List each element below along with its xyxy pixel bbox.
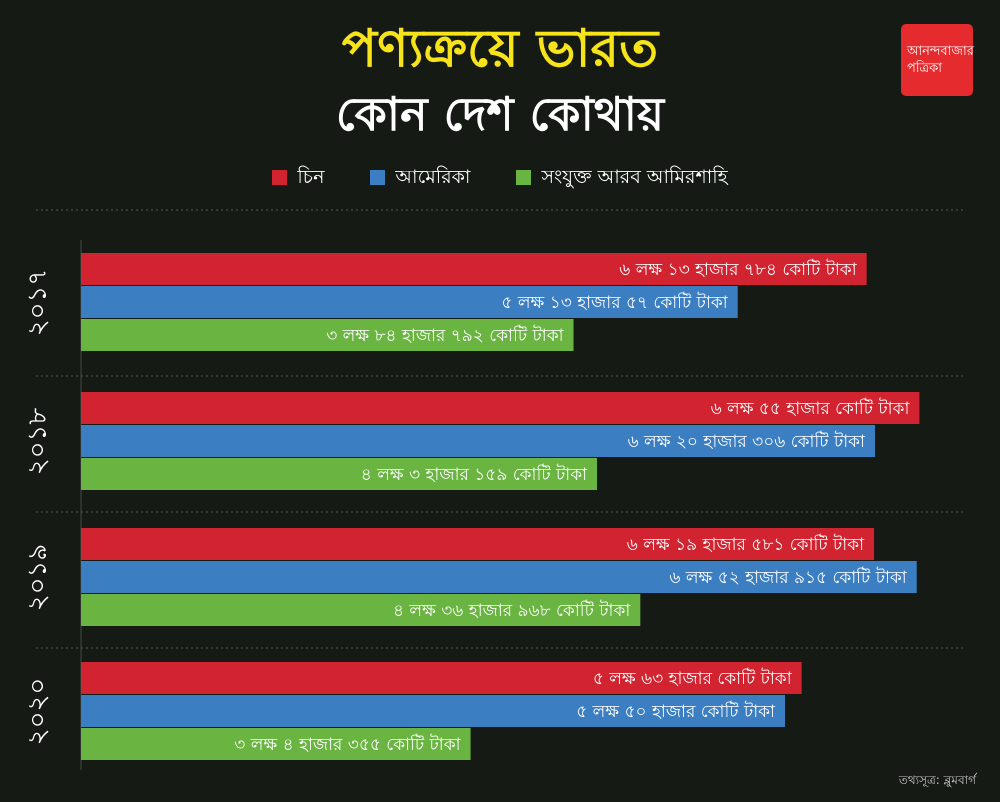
- bar-china-0: [81, 253, 867, 285]
- bar-china-2: [81, 528, 875, 560]
- legend-item-usa: আমেরিকা: [370, 164, 470, 190]
- brand-logo: আনন্দবাজার পত্রিকা: [901, 24, 974, 96]
- bar-label-usa-2: ৬ লক্ষ ৫২ হাজার ৯১৫ কোটি টাকা: [669, 567, 907, 588]
- bar-label-uae-2: ৪ লক্ষ ৩৬ হাজার ৯৬৮ কোটি টাকা: [393, 600, 631, 621]
- legend: চিন আমেরিকা সংযুক্ত আরব আমিরশাহি: [0, 164, 1000, 190]
- logo-line-2: পত্রিকা: [907, 61, 942, 76]
- legend-label-usa: আমেরিকা: [395, 166, 471, 188]
- chart-title: পণ্যক্রয়ে ভারত: [341, 19, 659, 79]
- bar-label-usa-0: ৫ লক্ষ ১৩ হাজার ৫৭ কোটি টাকা: [501, 292, 728, 313]
- bar-label-usa-3: ৫ লক্ষ ৫০ হাজার কোটি টাকা: [576, 701, 776, 722]
- bar-label-uae-0: ৩ লক্ষ ৮৪ হাজার ৭৯২ কোটি টাকা: [326, 325, 564, 346]
- bar-uae-2: [81, 594, 641, 626]
- legend-swatch-china: [272, 169, 288, 185]
- bar-uae-0: [81, 319, 574, 351]
- bar-uae-1: [81, 458, 598, 490]
- source-note: তথ্যসূত্র: ব্লুমবার্গ: [898, 773, 976, 787]
- legend-label-china: চিন: [297, 166, 325, 188]
- legend-item-china: চিন: [272, 164, 324, 190]
- bar-usa-0: [81, 286, 738, 318]
- legend-item-uae: সংযুক্ত আরব আমিরশাহি: [516, 164, 728, 190]
- bar-label-china-0: ৬ লক্ষ ১৩ হাজার ৭৮৪ কোটি টাকা: [619, 259, 857, 280]
- bar-label-uae-1: ৪ লক্ষ ৩ হাজার ১৫৯ কোটি টাকা: [361, 464, 588, 485]
- bar-label-china-1: ৬ লক্ষ ৫৫ হাজার কোটি টাকা: [711, 398, 911, 419]
- year-label-2: ২০১৯: [23, 544, 53, 612]
- bar-label-usa-1: ৬ লক্ষ ২০ হাজার ৩০৬ কোটি টাকা: [628, 431, 866, 452]
- year-label-0: ২০১৭: [23, 269, 53, 337]
- legend-swatch-usa: [370, 169, 386, 185]
- year-label-3: ২০২০: [23, 678, 53, 746]
- bar-china-3: [81, 662, 802, 694]
- bar-usa-1: [81, 425, 875, 457]
- bar-usa-3: [81, 695, 785, 727]
- logo-line-1: আনন্দবাজার: [907, 44, 974, 59]
- bar-usa-2: [81, 561, 917, 593]
- year-label-1: ২০১৮: [23, 408, 53, 476]
- bar-uae-3: [81, 728, 471, 760]
- bar-label-china-3: ৫ লক্ষ ৬৩ হাজার কোটি টাকা: [593, 668, 793, 689]
- legend-label-uae: সংযুক্ত আরব আমিরশাহি: [541, 166, 728, 188]
- bar-label-uae-3: ৩ লক্ষ ৪ হাজার ৩৫৫ কোটি টাকা: [234, 734, 461, 755]
- bar-china-1: [81, 392, 920, 424]
- bar-label-china-2: ৬ লক্ষ ১৯ হাজার ৫৮১ কোটি টাকা: [627, 534, 865, 555]
- chart-subtitle: কোন দেশ কোথায়: [335, 87, 665, 141]
- legend-swatch-uae: [516, 169, 532, 185]
